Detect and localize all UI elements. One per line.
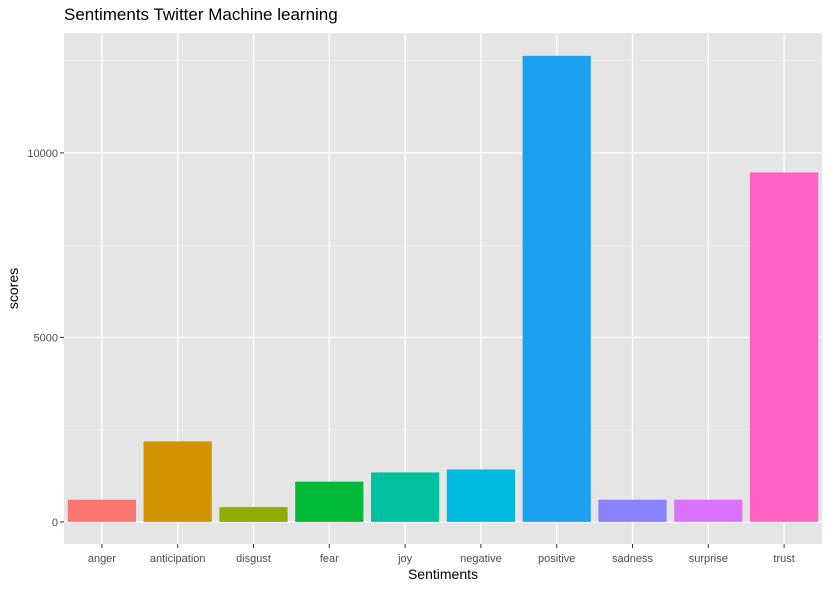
x-tick-label: joy <box>397 553 413 565</box>
x-axis: anger anticipation disgust fear joy negative p… <box>88 544 795 565</box>
x-tick-label: positive <box>538 553 575 565</box>
bar-trust <box>749 172 819 522</box>
x-tick-label: sadness <box>612 553 653 565</box>
y-tick-label: 10000 <box>27 148 58 160</box>
bar-positive <box>522 55 591 522</box>
bar-joy <box>370 472 440 522</box>
x-tick-label: anticipation <box>150 553 206 565</box>
x-tick-label: surprise <box>689 553 728 565</box>
bar-sadness <box>598 499 667 522</box>
y-tick-label: 0 <box>52 517 58 529</box>
bar-negative <box>446 469 516 522</box>
x-tick-label: fear <box>320 553 339 565</box>
y-axis-title: scores <box>5 268 21 309</box>
bar-anticipation <box>143 441 212 522</box>
y-axis: 0 5000 10000 <box>27 148 64 529</box>
bars <box>67 55 819 522</box>
x-tick-label: negative <box>460 553 502 565</box>
chart-title: Sentiments Twitter Machine learning <box>64 5 338 24</box>
x-axis-title: Sentiments <box>408 566 478 582</box>
bar-fear <box>295 481 364 522</box>
x-tick-label: trust <box>773 553 794 565</box>
bar-surprise <box>674 499 743 522</box>
x-tick-label: disgust <box>236 553 271 565</box>
y-tick-label: 5000 <box>34 332 58 344</box>
bar-anger <box>67 499 137 522</box>
x-tick-label: anger <box>88 553 116 565</box>
bar-disgust <box>219 507 288 522</box>
